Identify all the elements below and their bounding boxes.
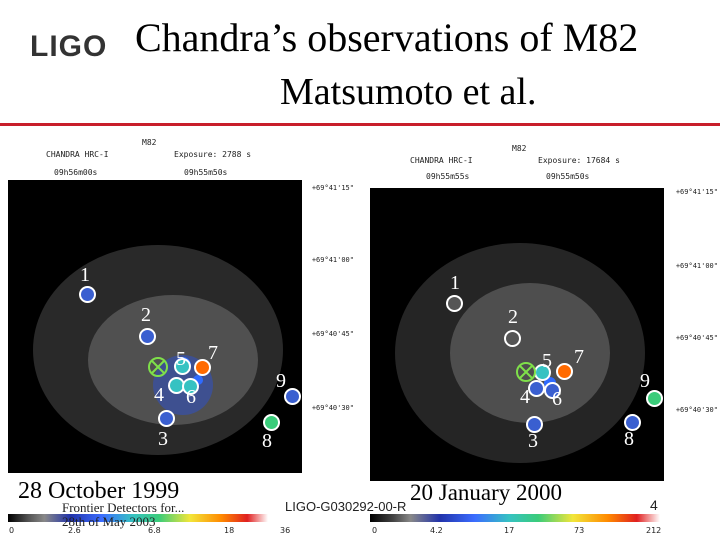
source-1-marker [79, 286, 96, 303]
dec-label: +69°40'30" [311, 404, 354, 412]
colorbar-tick: 0 [9, 526, 15, 535]
source-2-label: 2 [141, 304, 151, 326]
source-7-marker [556, 363, 573, 380]
diffuse-emission [33, 245, 283, 455]
instrument-label: CHANDRA HRC-I [46, 150, 109, 159]
dec-label: +69°41'15" [675, 188, 718, 196]
observation-panel-2000: M82 CHANDRA HRC-I Exposure: 17684 s 09h5… [366, 138, 718, 522]
dec-label: +69°40'30" [675, 406, 718, 414]
colorbar-tick: 4.2 [430, 526, 443, 535]
observation-panel-1999: M82 CHANDRA HRC-I Exposure: 2788 s 09h56… [2, 138, 354, 522]
source-3-label: 3 [528, 430, 538, 452]
dec-label: +69°41'00" [311, 256, 354, 264]
source-2-label: 2 [508, 306, 518, 328]
source-9-marker [284, 388, 301, 405]
exposure-label: Exposure: 17684 s [538, 156, 620, 165]
footer-date: 28th of May 2003 [62, 514, 156, 529]
exposure-label: Exposure: 2788 s [174, 150, 252, 159]
source-9-label: 9 [276, 370, 286, 392]
source-1-marker [446, 295, 463, 312]
source-8-marker [263, 414, 280, 431]
colorbar-tick: 73 [574, 526, 585, 535]
source-4-label: 4 [520, 386, 530, 408]
object-label: M82 [142, 138, 157, 147]
footer-presentation-title: Frontier Detectors for... [62, 500, 185, 515]
xray-image: 1 2 3 4 5 6 7 8 9 [370, 188, 664, 481]
source-9-label: 9 [640, 370, 650, 392]
source-5-label: 5 [542, 350, 552, 372]
colorbar [8, 514, 268, 522]
source-1-label: 1 [80, 264, 90, 286]
source-8-marker [624, 414, 641, 431]
dec-label: +69°41'00" [675, 262, 718, 270]
colorbar-tick: 2.6 [68, 526, 81, 535]
source-7-label: 7 [574, 346, 584, 368]
source-7-label: 7 [208, 342, 218, 364]
slide-subtitle: Matsumoto et al. [280, 71, 537, 113]
source-6-marker [544, 382, 561, 399]
source-5-marker [174, 358, 191, 375]
source-9-marker [646, 390, 663, 407]
title-divider [0, 123, 720, 126]
slide-title: Chandra’s observations of M82 [135, 15, 639, 60]
instrument-label: CHANDRA HRC-I [410, 156, 473, 165]
dec-label: +69°41'15" [311, 184, 354, 192]
footer-document-id: LIGO-G030292-00-R [285, 499, 407, 514]
source-8-label: 8 [624, 428, 634, 450]
source-4-marker [528, 380, 545, 397]
page-number: 4 [650, 497, 658, 513]
colorbar-tick: 18 [224, 526, 235, 535]
source-4-label: 4 [154, 384, 164, 406]
ligo-logo: LIGO [30, 30, 108, 63]
nucleus-marker [148, 357, 168, 377]
colorbar [370, 514, 660, 522]
object-label: M82 [512, 144, 527, 153]
source-6-label: 6 [186, 386, 196, 408]
colorbar-tick: 0 [372, 526, 378, 535]
source-5-label: 5 [176, 348, 186, 370]
colorbar-tick: 212 [646, 526, 662, 535]
xray-image: 1 2 3 4 5 6 7 8 9 [8, 180, 302, 473]
source-3-marker [158, 410, 175, 427]
source-2-marker [139, 328, 156, 345]
source-2-marker [504, 330, 521, 347]
dec-label: +69°40'45" [311, 330, 354, 338]
observation-date-left: 28 October 1999 [18, 478, 180, 504]
source-6-label: 6 [552, 388, 562, 410]
ra-label-right: 09h55m50s [184, 168, 228, 177]
ra-label-left: 09h56m00s [54, 168, 98, 177]
source-1-label: 1 [450, 272, 460, 294]
source-3-label: 3 [158, 428, 168, 450]
nucleus-marker [516, 362, 536, 382]
dec-label: +69°40'45" [675, 334, 718, 342]
colorbar-tick: 36 [280, 526, 291, 535]
source-3-marker [526, 416, 543, 433]
ra-label-left: 09h55m55s [426, 172, 470, 181]
ra-label-right: 09h55m50s [546, 172, 590, 181]
source-7-marker [194, 359, 211, 376]
source-6-marker [182, 378, 199, 395]
observation-date-right: 20 January 2000 [410, 480, 563, 505]
colorbar-tick: 6.8 [148, 526, 161, 535]
source-8-label: 8 [262, 430, 272, 452]
colorbar-tick: 17 [504, 526, 515, 535]
